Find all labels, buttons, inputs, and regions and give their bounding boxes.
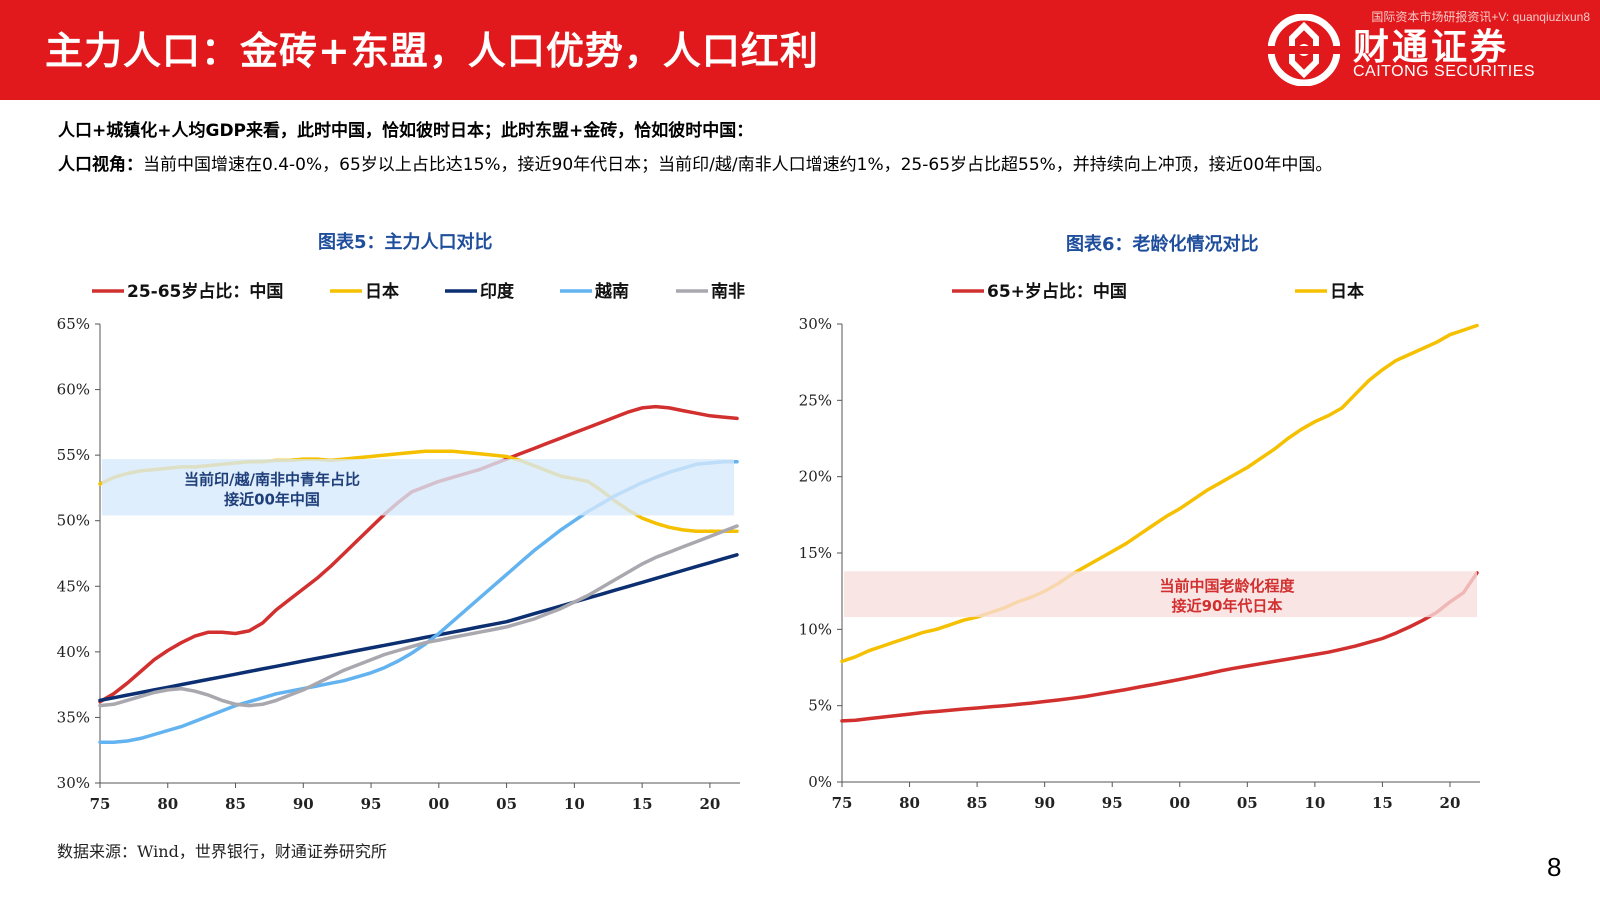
x-tick-label: 90 — [1034, 794, 1055, 812]
subtitle-line-2: 人口视角：当前中国增速在0.4-0%，65岁以上占比达15%，接近90年代日本；… — [58, 150, 1332, 175]
x-tick-label: 80 — [899, 794, 920, 812]
x-tick-label: 15 — [1372, 794, 1393, 812]
y-tick-label: 55% — [57, 446, 90, 464]
y-tick-label: 30% — [57, 774, 90, 792]
x-tick-label: 00 — [1169, 794, 1190, 812]
highlight-text-line-2: 接近00年中国 — [224, 490, 320, 508]
highlight-text-line-1: 当前中国老龄化程度 — [1159, 577, 1295, 595]
chart5-svg: 30% 35% 40% 45% 50% 55% 60% 65% 75 80 85 90 95 00 05 10… — [57, 281, 745, 813]
chart6-title: 图表6：老龄化情况对比 — [1066, 234, 1259, 255]
y-tick-label: 40% — [57, 643, 90, 661]
x-tick-label: 95 — [361, 795, 382, 813]
highlight-text-line-2: 接近90年代日本 — [1172, 597, 1283, 615]
logo-chinese-name: 财通证券 — [1353, 27, 1510, 68]
subtitle-line-2-label: 人口视角： — [58, 155, 143, 175]
subtitle-line-1: 人口+城镇化+人均GDP来看，此时中国，恰如彼时日本；此时东盟+金砖，恰如彼时中… — [58, 121, 754, 141]
series-line-0 — [840, 571, 1479, 723]
x-tick-label: 95 — [1102, 794, 1123, 812]
header-bar: 主力人口：金砖+东盟，人口优势，人口红利 国际资本市场研报资讯+V: quanq… — [0, 0, 1600, 100]
y-tick-label: 50% — [57, 512, 90, 530]
highlight-text-line-1: 当前印/越/南非中青年占比 — [184, 470, 360, 488]
caitong-logo-icon — [1268, 14, 1340, 86]
series-line-2 — [98, 553, 739, 703]
legend-label-1: 日本 — [1330, 281, 1364, 302]
y-tick-label: 20% — [799, 468, 832, 486]
x-tick-label: 75 — [90, 795, 111, 813]
x-tick-label: 85 — [967, 794, 988, 812]
page-number: 8 — [1547, 852, 1562, 882]
legend-label-0: 65+岁占比：中国 — [987, 281, 1127, 302]
y-tick-label: 60% — [57, 381, 90, 399]
x-tick-label: 10 — [564, 795, 585, 813]
watermark-text: 国际资本市场研报资讯+V: quanqiuzixun8 — [1371, 10, 1590, 24]
legend-label-1: 日本 — [365, 281, 399, 302]
x-tick-label: 00 — [428, 795, 449, 813]
x-tick-label: 80 — [157, 795, 178, 813]
legend-label-3: 越南 — [594, 281, 629, 302]
highlight-band — [102, 459, 734, 516]
y-tick-label: 30% — [799, 315, 832, 333]
series-line-4 — [98, 524, 739, 708]
page-title: 主力人口：金砖+东盟，人口优势，人口红利 — [45, 29, 819, 73]
y-tick-label: 25% — [799, 391, 832, 409]
chart6-svg: 0% 5% 10% 15% 20% 25% 30% 75 80 85 90 95 00 05 10 15 20 当… — [799, 281, 1480, 812]
legend-label-2: 印度 — [480, 281, 515, 302]
y-tick-label: 0% — [808, 773, 832, 791]
x-tick-label: 20 — [1440, 794, 1461, 812]
legend-label-4: 南非 — [711, 281, 745, 302]
highlight-band — [844, 571, 1477, 618]
subtitle-line-2-text: 当前中国增速在0.4-0%，65岁以上占比达15%，接近90年代日本；当前印/越… — [143, 155, 1333, 175]
x-tick-label: 90 — [293, 795, 314, 813]
y-tick-label: 65% — [57, 315, 90, 333]
y-tick-label: 45% — [57, 577, 90, 595]
y-tick-label: 5% — [808, 697, 832, 715]
x-tick-label: 05 — [496, 795, 517, 813]
x-tick-label: 10 — [1304, 794, 1325, 812]
x-tick-label: 75 — [832, 794, 853, 812]
legend-label-0: 25-65岁占比：中国 — [127, 281, 283, 302]
y-tick-label: 15% — [799, 544, 832, 562]
x-tick-label: 20 — [699, 795, 720, 813]
x-tick-label: 15 — [632, 795, 653, 813]
y-tick-label: 10% — [799, 620, 832, 638]
x-tick-label: 05 — [1237, 794, 1258, 812]
y-tick-label: 35% — [57, 708, 90, 726]
series-line-1 — [840, 323, 1479, 664]
chart5-title: 图表5：主力人口对比 — [318, 232, 493, 253]
x-tick-label: 85 — [225, 795, 246, 813]
logo-english-name: CAITONG SECURITIES — [1353, 63, 1536, 80]
source-note: 数据来源：Wind，世界银行，财通证券研究所 — [57, 842, 387, 861]
